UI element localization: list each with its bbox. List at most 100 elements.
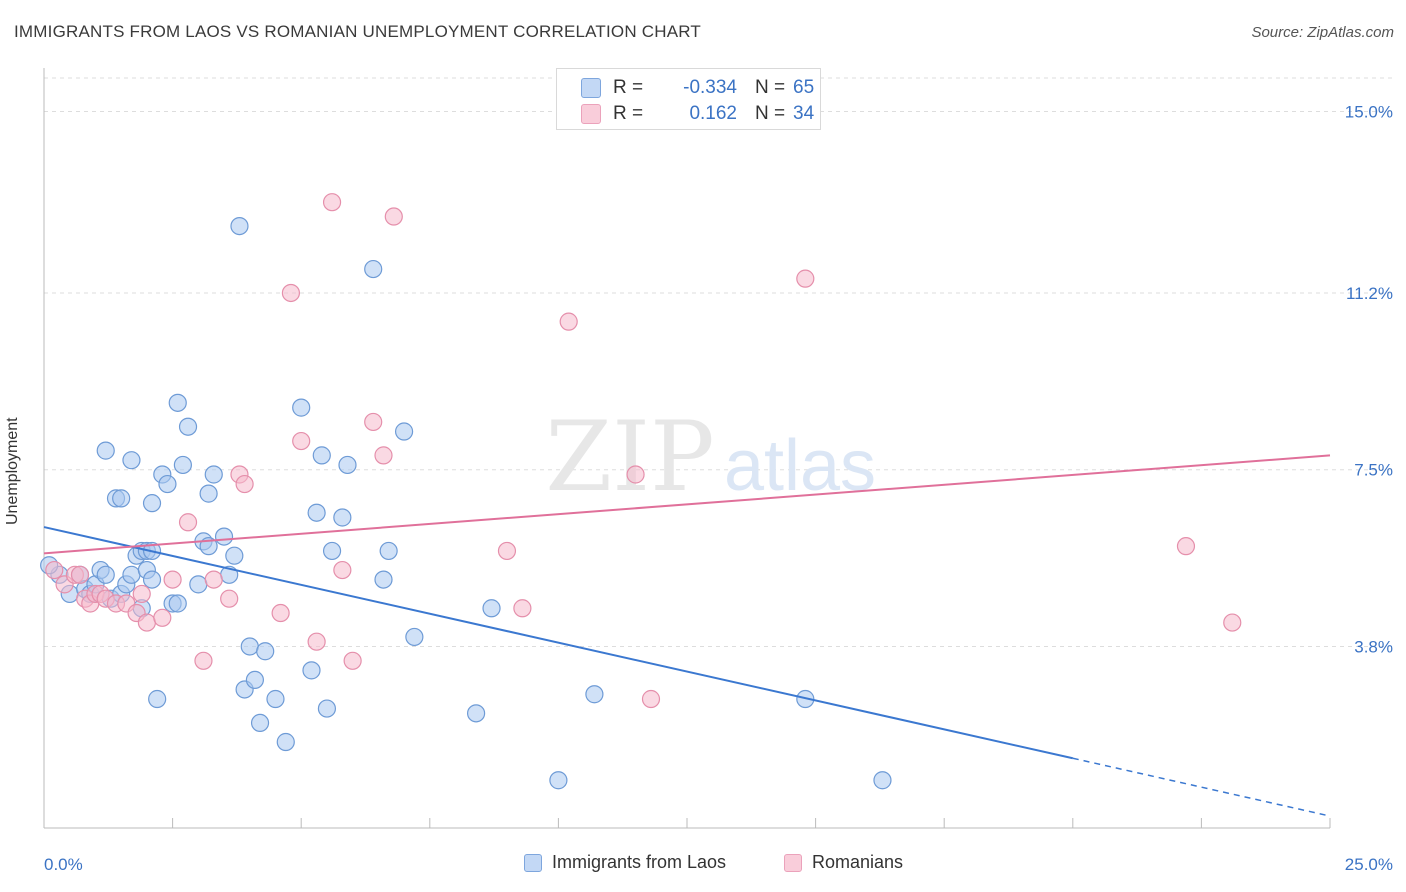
romanian-point bbox=[45, 560, 64, 580]
laos-point bbox=[405, 627, 424, 647]
romanian-point bbox=[384, 207, 403, 226]
watermark: ZIP atlas bbox=[545, 401, 876, 513]
laos-point bbox=[379, 541, 398, 561]
laos-point bbox=[199, 484, 218, 503]
laos-point bbox=[96, 565, 115, 584]
laos-point bbox=[178, 417, 198, 436]
romanian-trend-line bbox=[43, 454, 1331, 555]
laos-point bbox=[256, 642, 275, 661]
laos-point bbox=[482, 599, 501, 618]
stats-legend-row-romanians: R = 0.162 N = 34 bbox=[581, 103, 814, 125]
laos-point bbox=[312, 446, 331, 465]
source-label: Source: ZipAtlas.com bbox=[1251, 24, 1394, 41]
romanian-point bbox=[153, 608, 172, 627]
romanian-point bbox=[271, 603, 290, 623]
laos-point bbox=[122, 565, 141, 584]
romanian-point bbox=[497, 541, 517, 561]
x-tick-label: 25.0% bbox=[1345, 855, 1393, 874]
laos-point bbox=[364, 259, 383, 279]
laos-point bbox=[250, 713, 270, 733]
laos-point bbox=[189, 575, 208, 594]
romanian-point bbox=[132, 584, 151, 604]
laos-point bbox=[266, 689, 285, 709]
romanian-point bbox=[292, 431, 311, 451]
legend-item-romanians[interactable]: Romanians bbox=[784, 852, 903, 873]
laos-point bbox=[333, 508, 352, 527]
romanian-point bbox=[513, 599, 532, 618]
laos-point bbox=[292, 398, 311, 417]
laos-point bbox=[873, 771, 892, 790]
watermark-atlas: atlas bbox=[724, 426, 876, 506]
laos-point bbox=[322, 541, 342, 561]
stats-legend-row-laos: R = -0.334 N = 65 bbox=[581, 77, 814, 99]
legend-label: Immigrants from Laos bbox=[552, 852, 727, 872]
stats-legend: R = -0.334 N = 65 R = 0.162 N = 34 bbox=[556, 68, 821, 130]
romanian-point bbox=[559, 312, 578, 331]
laos-point bbox=[168, 594, 187, 613]
laos-point bbox=[204, 465, 223, 484]
romanian-point bbox=[307, 632, 326, 651]
romanian-point bbox=[194, 651, 213, 670]
romanian-point bbox=[163, 570, 182, 589]
grid-layer bbox=[44, 77, 1394, 647]
laos-trend-line-dashed bbox=[1072, 757, 1331, 817]
laos-point bbox=[585, 685, 604, 704]
laos-point bbox=[374, 570, 393, 589]
legend-label: Romanians bbox=[812, 852, 904, 872]
romanian-point bbox=[364, 412, 383, 432]
y-tick-label: 3.8% bbox=[1354, 637, 1393, 656]
romanian-point bbox=[235, 474, 254, 494]
laos-point bbox=[245, 670, 265, 690]
r-value: -0.334 bbox=[683, 77, 737, 98]
legend-item-laos[interactable]: Immigrants from Laos bbox=[524, 852, 726, 873]
chart-title: IMMIGRANTS FROM LAOS VS ROMANIAN UNEMPLO… bbox=[14, 22, 702, 41]
laos-point bbox=[158, 474, 177, 494]
laos-point bbox=[549, 771, 568, 790]
y-tick-label: 7.5% bbox=[1354, 461, 1393, 480]
laos-point bbox=[317, 699, 337, 718]
y-tick-label: 15.0% bbox=[1345, 102, 1393, 121]
laos-point bbox=[338, 455, 357, 475]
trend-layer bbox=[43, 454, 1331, 817]
romanian-point bbox=[626, 465, 645, 484]
n-label: N = bbox=[755, 103, 786, 124]
romanian-point bbox=[374, 446, 393, 465]
laos-point bbox=[276, 732, 295, 752]
romanian-point bbox=[137, 613, 156, 632]
laos-point bbox=[96, 441, 115, 460]
laos-point bbox=[122, 451, 141, 470]
blue-swatch-icon bbox=[581, 78, 601, 98]
laos-point bbox=[230, 216, 249, 236]
romanian-point bbox=[220, 589, 239, 608]
series-legend: Immigrants from Laos Romanians bbox=[0, 850, 1406, 880]
r-label: R = bbox=[613, 103, 644, 124]
romanian-point bbox=[204, 570, 223, 589]
romanian-point bbox=[70, 565, 90, 584]
laos-point bbox=[142, 494, 162, 513]
romanian-point bbox=[281, 283, 301, 303]
laos-point bbox=[302, 661, 321, 680]
pink-swatch-icon bbox=[784, 853, 802, 872]
laos-point bbox=[240, 637, 259, 656]
romanian-point bbox=[1223, 613, 1242, 632]
blue-swatch-icon bbox=[524, 853, 542, 872]
n-value: 34 bbox=[793, 103, 815, 124]
r-label: R = bbox=[613, 77, 644, 98]
tick-label-layer: 3.8% 7.5% 11.2% 15.0% 0.0% 25.0% bbox=[44, 102, 1393, 874]
romanian-point bbox=[178, 513, 198, 532]
romanian-point bbox=[343, 651, 362, 670]
romanian-point bbox=[1176, 537, 1196, 556]
x-tick-label: 0.0% bbox=[44, 855, 83, 874]
axis-layer bbox=[43, 68, 1331, 829]
romanian-point bbox=[333, 560, 352, 580]
romanian-point bbox=[796, 269, 815, 288]
n-value: 65 bbox=[793, 77, 815, 98]
points-layer bbox=[40, 193, 1242, 790]
watermark-zip: ZIP bbox=[545, 401, 714, 513]
laos-point bbox=[112, 489, 131, 508]
romanian-point bbox=[322, 193, 342, 212]
pink-swatch-icon bbox=[581, 104, 601, 124]
laos-trend-line bbox=[43, 526, 1074, 760]
laos-point bbox=[142, 570, 162, 589]
